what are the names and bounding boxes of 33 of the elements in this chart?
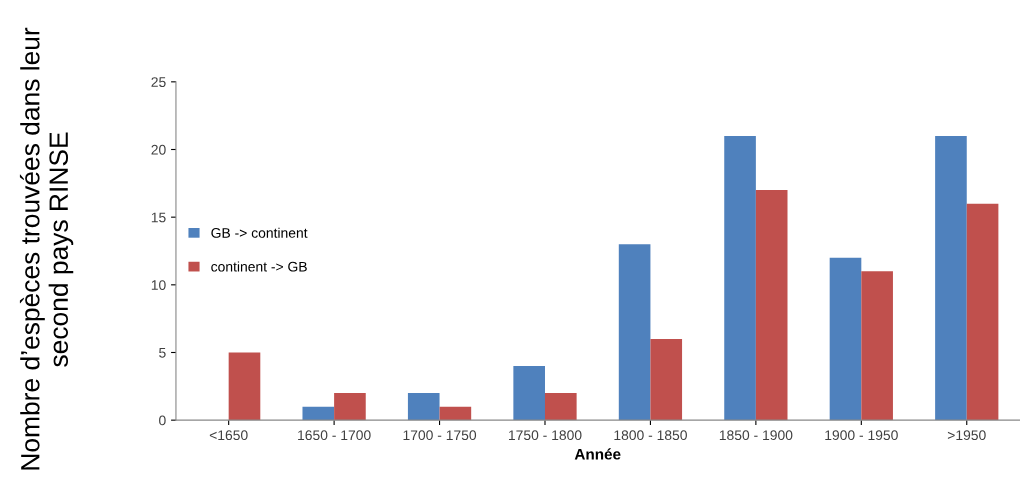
x-tick-label: >1950 <box>947 430 986 441</box>
y-tick-label: 5 <box>159 347 166 358</box>
x-tick-label: 1700 - 1750 <box>403 430 477 441</box>
x-tick-label: 1750 - 1800 <box>508 430 582 441</box>
bar <box>861 271 893 421</box>
x-tick-label: 1800 - 1850 <box>614 430 687 441</box>
bar <box>829 257 862 421</box>
bar <box>302 406 335 421</box>
y-tick-label: 20 <box>151 144 166 155</box>
y-tick-label: 0 <box>159 415 166 426</box>
bar <box>407 393 440 421</box>
bar <box>935 135 967 421</box>
bar <box>439 406 472 421</box>
y-axis-title: Nombre d’espèces trouvées dans leur second pays RINSE <box>19 27 74 470</box>
bar <box>650 338 683 421</box>
x-tick-label: <1650 <box>209 430 248 441</box>
bar <box>544 393 577 421</box>
legend-label: GB -> continent <box>211 227 308 238</box>
bar <box>334 393 366 421</box>
bar <box>513 366 545 421</box>
x-tick-label: 1900 - 1950 <box>825 430 898 441</box>
bar <box>724 135 756 421</box>
x-tick-label: 1650 - 1700 <box>298 430 371 441</box>
legend-label: continent -> GB <box>211 261 307 272</box>
x-tick-label: 1850 - 1900 <box>719 430 793 441</box>
x-axis-title: Année <box>574 448 621 460</box>
bar <box>228 352 261 421</box>
y-tick-label: 15 <box>151 212 166 223</box>
bar <box>755 190 788 421</box>
bar <box>966 203 999 421</box>
y-tick-label: 25 <box>151 77 166 88</box>
bar <box>618 244 651 421</box>
y-tick-label: 10 <box>151 280 166 290</box>
